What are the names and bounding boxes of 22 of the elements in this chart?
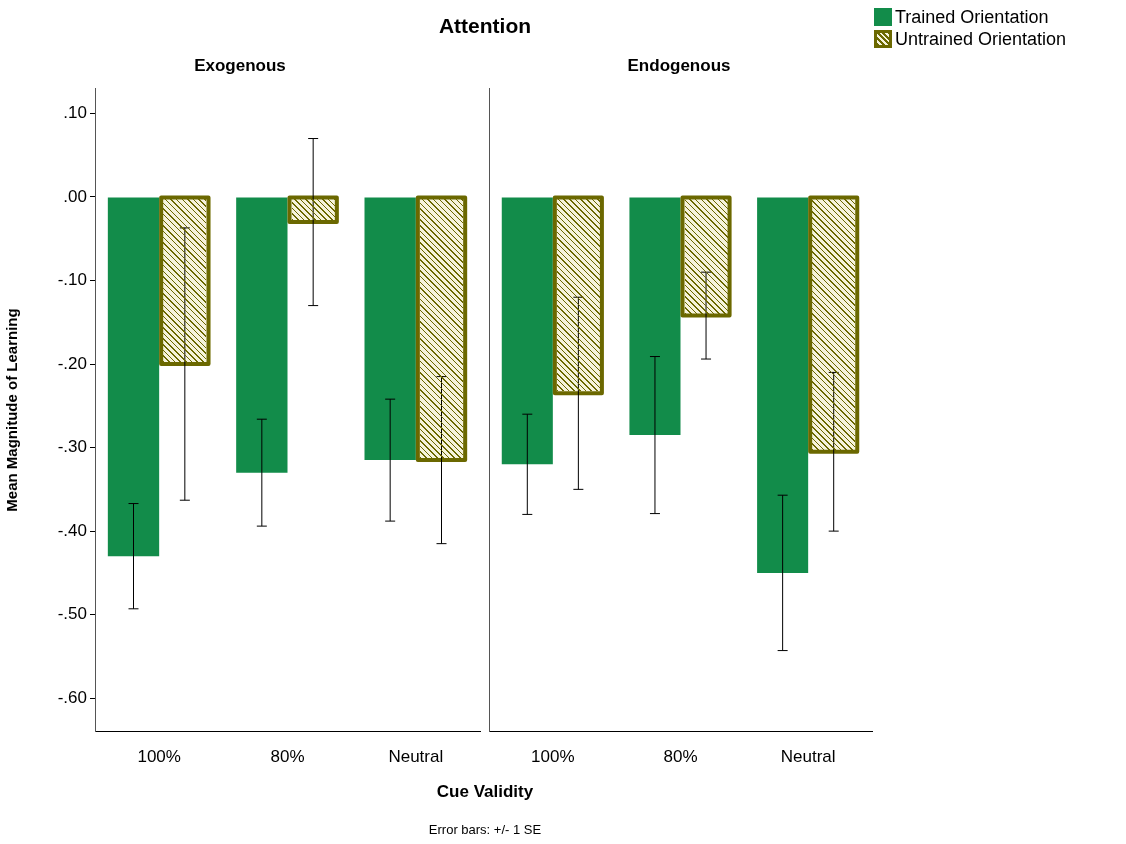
y-tick-label: -.10: [57, 270, 87, 290]
x-axis-title: Cue Validity: [435, 782, 535, 802]
chart-title: Exogenous: [194, 55, 286, 75]
x-tick-label: 80%: [270, 747, 305, 767]
chart-title: Endogenous: [627, 55, 731, 75]
y-tick-label: -.30: [57, 437, 87, 457]
x-tick-label: 100%: [531, 747, 575, 767]
y-tick-label: -.50: [57, 604, 87, 624]
x-tick-label: Neutral: [780, 747, 836, 767]
legend-label: Trained Orientation: [895, 6, 1049, 28]
legend-label: Untrained Orientation: [895, 28, 1067, 50]
y-axis-title: Mean Magnitude of Learning: [3, 308, 21, 512]
y-tick-label: .10: [63, 103, 87, 123]
y-tick-label: -.40: [57, 520, 87, 540]
y-tick-label: -.20: [57, 353, 87, 373]
text: Error bars: +/- 1 SE: [427, 822, 543, 837]
y-tick-label: .00: [63, 186, 87, 206]
x-tick-label: Neutral: [388, 747, 444, 767]
text: Attention: [437, 14, 533, 38]
x-tick-label: 80%: [663, 747, 698, 767]
x-tick-label: 100%: [137, 747, 181, 767]
y-tick-label: -.60: [57, 687, 87, 707]
